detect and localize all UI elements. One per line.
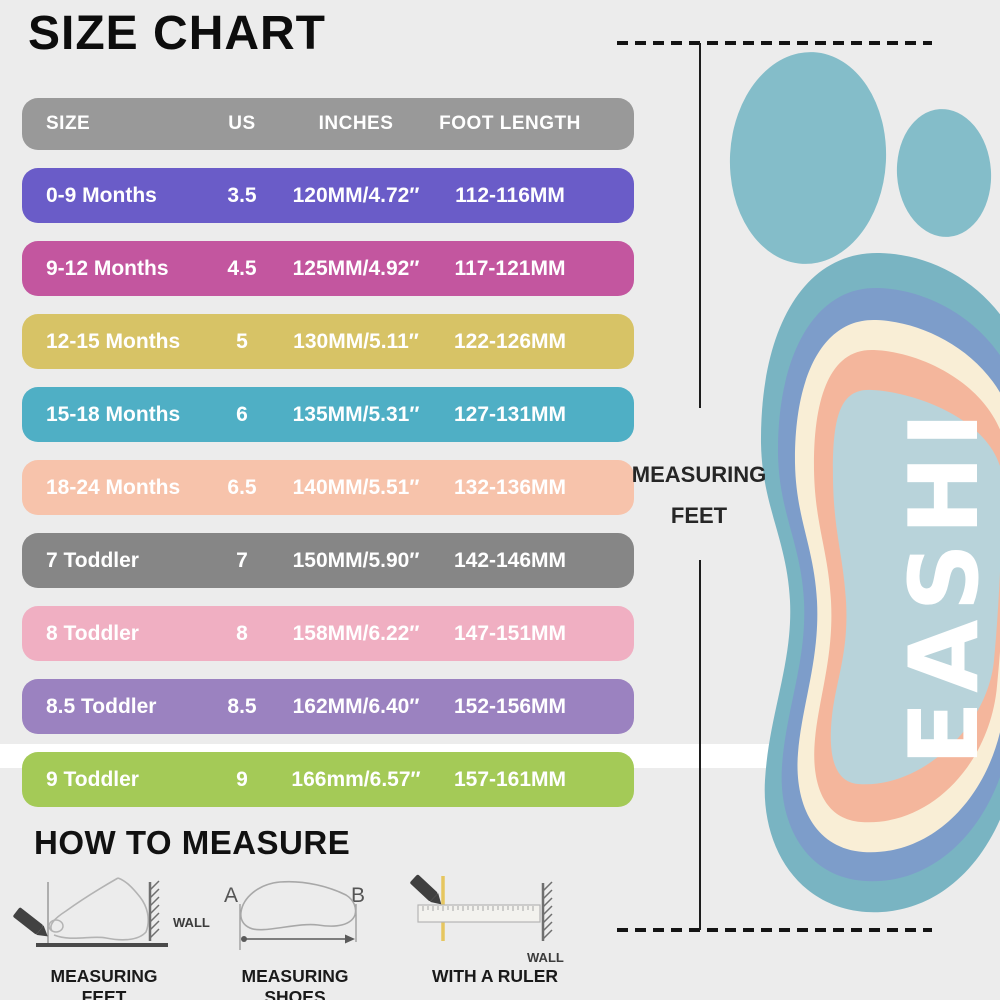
cell-us: 5 [236,329,248,353]
diagram-label-measuring-shoes: MEASURING SHOES [241,966,349,1000]
cell-foot-length: 152-156MM [453,694,567,718]
vertical-measure-line-lower [699,560,701,930]
cell-us: 6.5 [227,475,257,499]
diagram-measuring-feet: WALL [13,877,210,947]
length-arrow-start-dot [241,936,247,942]
table-row: 18-24 Months 6.5 140MM/5.51″ 132-136MM [22,460,634,515]
shoe-outline [240,880,357,931]
cell-size: 12-15 Months [46,329,181,353]
diagram-measuring-shoes: A B [224,880,365,950]
wall-label: WALL [173,915,210,930]
cell-inches: 120MM/4.72″ [292,183,420,207]
measuring-feet-label-line2: FEET [670,503,728,528]
table-header-row: SIZE US INCHES FOOT LENGTH [22,98,634,150]
brand-text: EASHI [890,404,1000,766]
cell-inches: 166mm/6.57″ [291,767,421,791]
cell-inches: 158MM/6.22″ [292,621,420,645]
foot-outline [50,877,149,941]
measuring-feet-label-line1: MEASURING [631,462,767,487]
cell-foot-length: 127-131MM [453,402,567,426]
cell-us: 9 [236,767,248,791]
table-row: 9 Toddler 9 166mm/6.57″ 157-161MM [22,752,634,807]
cell-inches: 135MM/5.31″ [292,402,420,426]
diagram-label-measuring-feet: MEASURING FEET [50,966,158,1000]
cell-inches: 162MM/6.40″ [292,694,420,718]
cell-foot-length: 142-146MM [453,548,567,572]
table-row: 12-15 Months 5 130MM/5.11″ 122-126MM [22,314,634,369]
cell-foot-length: 157-161MM [453,767,567,791]
cell-size: 7 Toddler [46,548,139,572]
wall-hatching [542,881,553,940]
cell-inches: 150MM/5.90″ [292,548,420,572]
foot-illustration: EASHI [729,52,1000,913]
cell-us: 8 [236,621,248,645]
table-row: 0-9 Months 3.5 120MM/4.72″ 112-116MM [22,168,634,223]
cell-us: 6 [236,402,248,426]
cell-foot-length: 122-126MM [453,329,567,353]
floor-line [36,943,168,947]
header-foot-length: FOOT LENGTH [439,113,581,134]
pencil-icon [13,907,48,937]
pencil-icon [410,874,442,905]
cell-size: 0-9 Months [46,183,157,207]
cell-us: 8.5 [227,694,257,718]
cell-inches: 130MM/5.11″ [293,329,419,353]
table-row: 9-12 Months 4.5 125MM/4.92″ 117-121MM [22,241,634,296]
bottom-dashed-line [617,928,932,932]
size-table: SIZE US INCHES FOOT LENGTH 0-9 Months 3.… [22,98,634,825]
header-us: US [228,113,256,134]
cell-foot-length: 112-116MM [455,183,565,207]
table-row: 7 Toddler 7 150MM/5.90″ 142-146MM [22,533,634,588]
page-title: SIZE CHART [28,7,326,60]
vertical-measure-line-upper [699,43,701,408]
cell-size: 15-18 Months [46,402,181,426]
cell-foot-length: 117-121MM [454,256,566,280]
ruler-body [417,904,541,923]
cell-inches: 125MM/4.92″ [292,256,420,280]
cell-size: 9 Toddler [46,767,139,791]
cell-foot-length: 147-151MM [453,621,567,645]
table-row: 8.5 Toddler 8.5 162MM/6.40″ 152-156MM [22,679,634,734]
small-toe-shape [896,109,992,237]
cell-us: 4.5 [227,256,257,280]
cell-size: 18-24 Months [46,475,181,499]
table-row: 15-18 Months 6 135MM/5.31″ 127-131MM [22,387,634,442]
header-size: SIZE [46,113,91,134]
big-toe-mark [48,919,64,933]
cell-us: 7 [236,548,248,572]
big-toe-shape [729,52,887,264]
header-inches: INCHES [318,113,394,134]
cell-size: 9-12 Months [46,256,169,280]
table-row: 8 Toddler 8 158MM/6.22″ 147-151MM [22,606,634,661]
top-dashed-line [617,41,932,45]
wall-label: WALL [527,950,564,965]
length-arrow-head [345,934,355,944]
point-a-label: A [224,884,238,907]
wall-hatching [149,880,160,939]
measuring-feet-label: MEASURING FEET [620,454,778,536]
how-to-measure-title: HOW TO MEASURE [34,824,351,861]
diagram-label-with-a-ruler: WITH A RULER [431,966,559,986]
ruler-ticks [422,906,534,911]
point-b-label: B [351,884,365,907]
cell-size: 8 Toddler [46,621,139,645]
diagram-with-a-ruler: WALL [410,874,564,965]
cell-us: 3.5 [227,183,257,207]
foot-center [830,389,1000,785]
cell-size: 8.5 Toddler [46,694,157,718]
cell-inches: 140MM/5.51″ [292,475,420,499]
cell-foot-length: 132-136MM [453,475,567,499]
